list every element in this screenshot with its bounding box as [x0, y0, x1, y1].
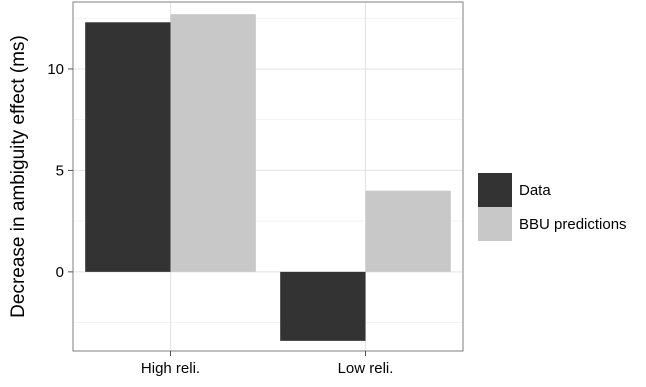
y-tick-label: 0 [56, 264, 64, 281]
legend-label-data: Data [519, 182, 551, 199]
legend-key-data [478, 173, 512, 207]
legend-label-bbu-predictions: BBU predictions [519, 216, 627, 233]
x-tick-label: High reli. [141, 360, 200, 377]
legend-key-bbu-predictions [478, 207, 512, 241]
y-tick-label: 5 [56, 162, 64, 179]
x-tick-label: Low reli. [338, 360, 394, 377]
bars [85, 14, 451, 341]
axes: 0 5 10 High reli. Low reli. [47, 61, 393, 377]
bar-data-1 [85, 22, 171, 272]
legend: Data BBU predictions [478, 173, 627, 241]
y-axis-title: Decrease in ambiguity effect (ms) [8, 35, 29, 318]
bar-bbu-predictions-2 [365, 190, 451, 272]
bar-data-2 [280, 271, 366, 341]
bar-bbu-predictions-1 [170, 14, 256, 272]
y-tick-label: 10 [47, 61, 64, 78]
plot-border [72, 1, 464, 352]
